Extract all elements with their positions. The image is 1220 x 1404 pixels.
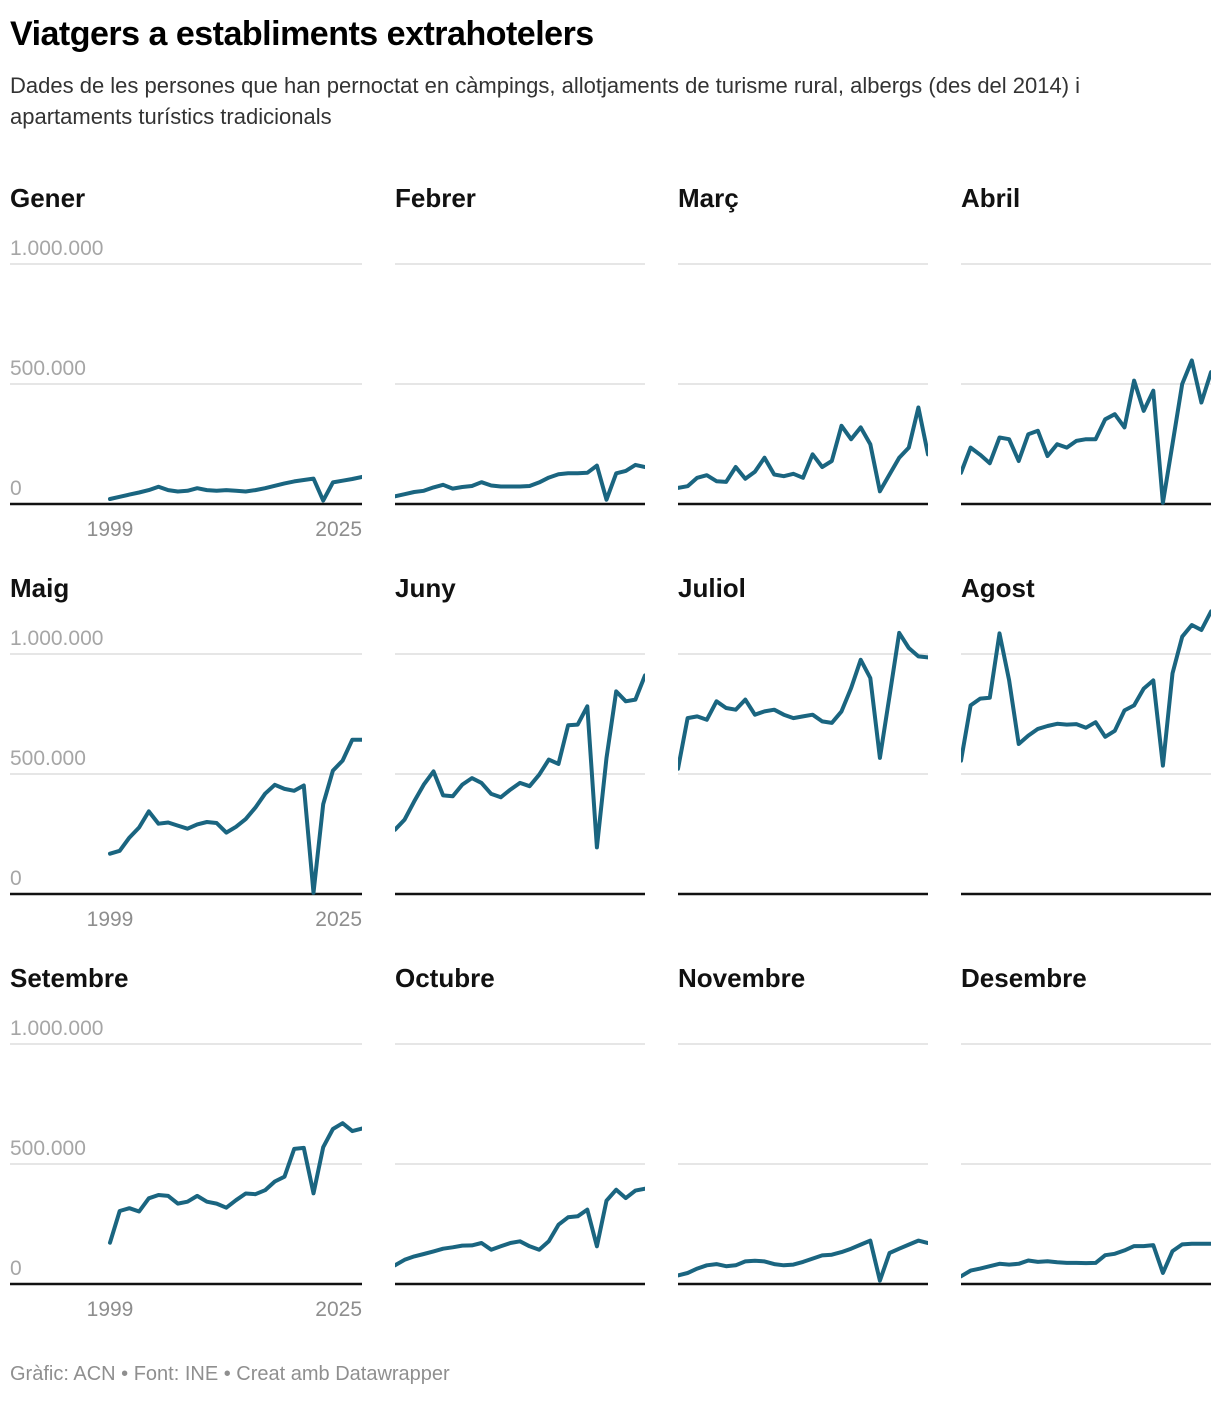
y-tick-label: 500.000 [10, 1137, 86, 1160]
panel-octubre: Octubre [395, 964, 645, 1328]
line-octubre [395, 1186, 645, 1268]
chart-subtitle: Dades de les persones que han pernoctat … [10, 73, 1081, 129]
panel-title-agost: Agost [961, 573, 1035, 603]
panel-mar: Març [678, 184, 928, 548]
chart-title: Viatgers a establiments extrahotelers [10, 15, 594, 53]
chart-gener: 1.000.000 500.000 0 1999 2025 [10, 237, 362, 541]
panel-title-abril: Abril [961, 183, 1021, 213]
line-setembre [108, 1121, 362, 1245]
panel-gener: Gener 1.000.000 500.000 0 1999 2025 [10, 184, 362, 548]
y-tick-label: 0 [10, 1257, 22, 1280]
x-tick-label-end: 2025 [315, 908, 362, 931]
chart-novembre [678, 1043, 928, 1286]
x-tick-label-start: 1999 [87, 518, 134, 541]
panel-abril: Abril [961, 184, 1211, 548]
panel-title-febrer: Febrer [395, 183, 476, 213]
panel-title-juliol: Juliol [678, 573, 746, 603]
chart-agost [961, 609, 1211, 896]
line-abril [961, 358, 1211, 505]
line-mar [678, 405, 928, 494]
x-tick-label-start: 1999 [87, 1298, 134, 1321]
chart-desembre [961, 1043, 1211, 1286]
chart-maig: 1.000.000 500.000 0 1999 2025 [10, 627, 362, 931]
panel-title-desembre: Desembre [961, 963, 1087, 993]
y-tick-label: 1.000.000 [10, 1017, 103, 1040]
panel-juliol: Juliol [678, 574, 928, 938]
chart-abril [961, 263, 1211, 506]
line-agost [961, 609, 1211, 768]
panel-juny: Juny [395, 574, 645, 938]
panel-title-juny: Juny [395, 573, 456, 603]
x-tick-label-end: 2025 [315, 518, 362, 541]
panel-title-maig: Maig [10, 573, 70, 603]
line-juny [395, 673, 645, 850]
y-tick-label: 500.000 [10, 357, 86, 380]
chart-octubre [395, 1043, 645, 1286]
panel-maig: Maig 1.000.000 500.000 0 1999 2025 [10, 574, 362, 938]
y-tick-label: 500.000 [10, 747, 86, 770]
line-febrer [395, 462, 645, 502]
x-tick-label-end: 2025 [315, 1298, 362, 1321]
chart-juny [395, 653, 645, 896]
y-tick-label: 1.000.000 [10, 627, 103, 650]
panel-desembre: Desembre [961, 964, 1211, 1328]
panel-title-novembre: Novembre [678, 963, 806, 993]
panel-agost: Agost [961, 574, 1211, 938]
x-tick-label-start: 1999 [87, 908, 134, 931]
y-tick-label: 1.000.000 [10, 237, 103, 260]
chart-setembre: 1.000.000 500.000 0 1999 2025 [10, 1017, 362, 1321]
y-tick-label: 0 [10, 477, 22, 500]
panel-title-gener: Gener [10, 183, 86, 213]
line-gener [108, 474, 362, 503]
panel-setembre: Setembre 1.000.000 500.000 0 1999 2025 [10, 964, 362, 1328]
panel-febrer: Febrer [395, 184, 645, 548]
panel-title-mar: Març [678, 183, 739, 213]
chart-juliol [678, 630, 928, 896]
panel-title-octubre: Octubre [395, 963, 495, 993]
line-desembre [961, 1241, 1211, 1279]
chart-mar [678, 263, 928, 506]
panel-title-setembre: Setembre [10, 963, 129, 993]
line-novembre [678, 1238, 928, 1283]
line-juliol [678, 630, 928, 771]
panel-novembre: Novembre [678, 964, 928, 1328]
chart-footer: Gràfic: ACN • Font: INE • Creat amb Data… [10, 1363, 450, 1385]
line-maig [108, 737, 362, 895]
y-tick-label: 0 [10, 867, 22, 890]
small-multiples-grid: Gener 1.000.000 500.000 0 1999 2025 Febrer Març… [10, 184, 1211, 1328]
chart-febrer [395, 263, 645, 506]
